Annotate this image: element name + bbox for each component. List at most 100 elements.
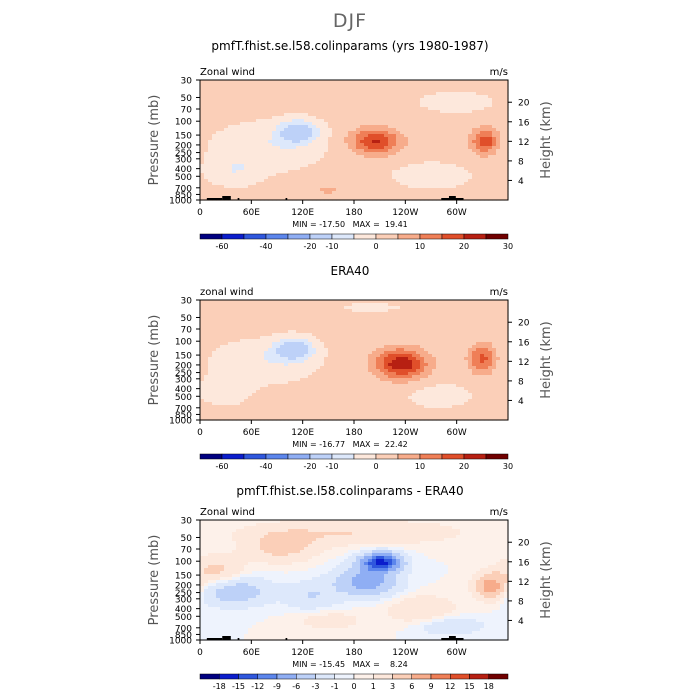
field-cell: [272, 176, 277, 180]
field-cell: [288, 170, 293, 174]
field-cell: [448, 155, 453, 159]
field-cell: [432, 191, 437, 195]
field-cell: [332, 146, 337, 150]
field-cell: [232, 98, 237, 102]
field-cell: [248, 110, 253, 114]
field-cell: [240, 146, 245, 150]
field-cell: [304, 188, 309, 192]
field-cell: [472, 107, 477, 111]
field-cell: [244, 134, 249, 138]
field-cell: [336, 306, 341, 310]
field-cell: [244, 176, 249, 180]
field-cell: [200, 185, 205, 189]
field-cell: [460, 342, 465, 346]
field-cell: [296, 345, 301, 349]
field-cell: [380, 351, 385, 355]
field-cell: [360, 357, 365, 361]
field-cell: [404, 95, 409, 99]
field-cell: [304, 122, 309, 126]
field-cell: [464, 306, 469, 310]
field-cell: [412, 366, 417, 370]
field-cell: [256, 327, 261, 331]
field-cell: [480, 143, 485, 147]
field-cell: [260, 167, 265, 171]
field-cell: [304, 321, 309, 325]
field-cell: [248, 116, 253, 120]
field-cell: [356, 191, 361, 195]
field-cell: [312, 173, 317, 177]
field-cell: [236, 182, 241, 186]
field-cell: [404, 122, 409, 126]
field-cell: [328, 113, 333, 117]
field-cell: [396, 149, 401, 153]
field-cell: [340, 113, 345, 117]
field-cell: [316, 146, 321, 150]
field-cell: [412, 327, 417, 331]
field-cell: [468, 134, 473, 138]
field-cell: [316, 110, 321, 114]
field-cell: [436, 95, 441, 99]
field-cell: [284, 80, 289, 84]
field-cell: [452, 113, 457, 117]
field-cell: [272, 315, 277, 319]
field-cell: [372, 104, 377, 108]
field-cell: [408, 360, 413, 364]
field-cell: [412, 131, 417, 135]
field-cell: [324, 164, 329, 168]
field-cell: [220, 300, 225, 304]
field-cell: [348, 113, 353, 117]
field-cell: [368, 176, 373, 180]
field-cell: [292, 309, 297, 313]
field-cell: [460, 137, 465, 141]
field-cell: [472, 336, 477, 340]
field-cell: [316, 191, 321, 195]
field-cell: [296, 333, 301, 337]
field-cell: [344, 360, 349, 364]
field-cell: [444, 83, 449, 87]
field-cell: [336, 336, 341, 340]
field-cell: [420, 119, 425, 123]
field-cell: [348, 339, 353, 343]
field-cell: [324, 194, 329, 198]
field-cell: [384, 131, 389, 135]
field-cell: [504, 161, 509, 165]
field-cell: [328, 167, 333, 171]
field-cell: [204, 176, 209, 180]
field-cell: [440, 89, 445, 93]
field-cell: [244, 152, 249, 156]
field-cell: [504, 312, 509, 316]
field-cell: [312, 86, 317, 90]
field-cell: [344, 321, 349, 325]
field-cell: [240, 149, 245, 153]
field-cell: [432, 95, 437, 99]
field-cell: [448, 110, 453, 114]
field-cell: [492, 324, 497, 328]
field-cell: [252, 342, 257, 346]
field-cell: [420, 83, 425, 87]
field-cell: [344, 104, 349, 108]
field-cell: [352, 351, 357, 355]
field-cell: [340, 303, 345, 307]
field-cell: [376, 351, 381, 355]
field-cell: [260, 140, 265, 144]
field-cell: [424, 146, 429, 150]
field-cell: [340, 324, 345, 328]
field-cell: [208, 140, 213, 144]
field-cell: [400, 300, 405, 304]
field-cell: [464, 146, 469, 150]
field-cell: [208, 333, 213, 337]
field-cell: [240, 170, 245, 174]
field-cell: [396, 182, 401, 186]
field-cell: [460, 152, 465, 156]
field-cell: [232, 128, 237, 132]
field-cell: [468, 152, 473, 156]
field-cell: [396, 354, 401, 358]
field-cell: [328, 161, 333, 165]
field-cell: [224, 116, 229, 120]
field-cell: [248, 321, 253, 325]
field-cell: [212, 107, 217, 111]
field-cell: [292, 89, 297, 93]
field-cell: [504, 107, 509, 111]
field-cell: [284, 351, 289, 355]
field-cell: [400, 363, 405, 367]
